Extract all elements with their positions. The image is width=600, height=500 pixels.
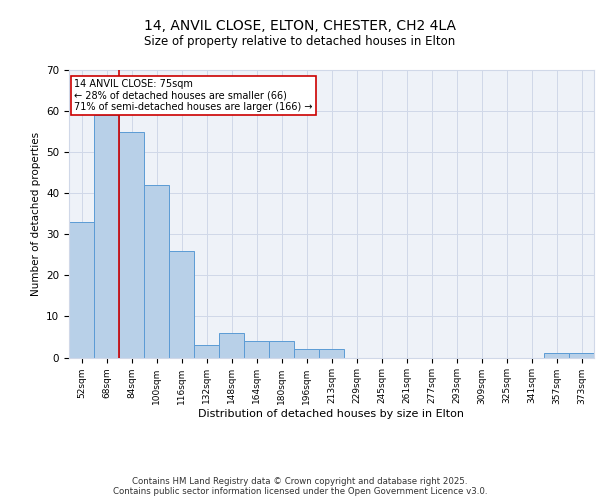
Text: Size of property relative to detached houses in Elton: Size of property relative to detached ho…: [145, 35, 455, 48]
Bar: [294, 350, 319, 358]
Bar: [119, 132, 144, 358]
Bar: [269, 341, 294, 357]
Bar: [194, 345, 219, 358]
Bar: [544, 354, 569, 358]
Bar: [69, 222, 94, 358]
Bar: [219, 333, 244, 357]
Bar: [94, 115, 119, 358]
Text: 14 ANVIL CLOSE: 75sqm
← 28% of detached houses are smaller (66)
71% of semi-deta: 14 ANVIL CLOSE: 75sqm ← 28% of detached …: [74, 78, 313, 112]
Text: Contains HM Land Registry data © Crown copyright and database right 2025.
Contai: Contains HM Land Registry data © Crown c…: [113, 476, 487, 496]
Bar: [169, 250, 194, 358]
Y-axis label: Number of detached properties: Number of detached properties: [31, 132, 41, 296]
Bar: [244, 341, 269, 357]
Bar: [569, 354, 594, 358]
Bar: [144, 185, 169, 358]
Bar: [319, 350, 344, 358]
Text: 14, ANVIL CLOSE, ELTON, CHESTER, CH2 4LA: 14, ANVIL CLOSE, ELTON, CHESTER, CH2 4LA: [144, 19, 456, 33]
X-axis label: Distribution of detached houses by size in Elton: Distribution of detached houses by size …: [199, 409, 464, 419]
